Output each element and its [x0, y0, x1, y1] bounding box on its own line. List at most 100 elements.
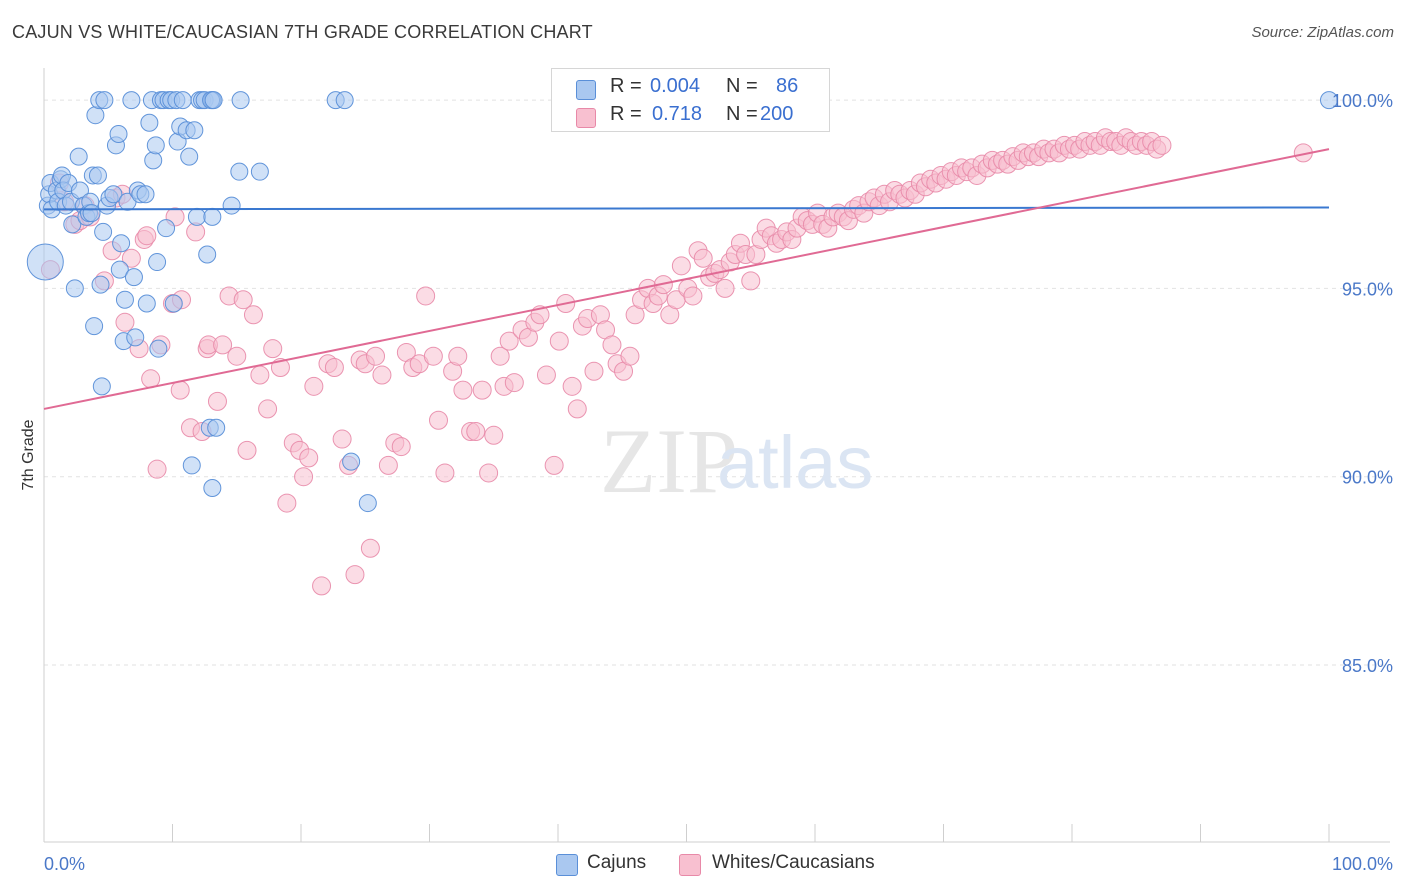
cajuns-point: [86, 106, 105, 125]
cajuns-point: [110, 260, 129, 279]
cajuns-point: [124, 268, 143, 287]
cajuns-point: [69, 147, 88, 166]
y-tick-label: 100.0%: [1332, 91, 1393, 111]
whites-point: [453, 380, 473, 400]
cajuns-point: [94, 222, 113, 241]
cajuns-point: [95, 91, 114, 110]
cajuns-point: [126, 328, 145, 347]
whites-point: [207, 391, 227, 411]
cajuns-point: [92, 377, 111, 396]
whites-point: [549, 331, 569, 351]
r-label: R =: [610, 103, 642, 125]
cajuns-point: [358, 494, 377, 513]
cajuns-point: [82, 204, 101, 223]
cajuns-point: [222, 196, 241, 215]
cajuns-point: [1320, 91, 1338, 110]
watermark-zip: ZIP: [600, 410, 738, 512]
series-cajuns-points: [26, 91, 1338, 513]
cajuns-legend-swatch: [556, 854, 578, 876]
r-label: R =: [610, 75, 642, 97]
whites-point: [620, 346, 640, 366]
cajuns-point: [149, 339, 168, 358]
cajuns-legend-label: Cajuns: [587, 852, 647, 873]
y-axis-label: 7th Grade: [20, 419, 37, 490]
y-axis-ticks: 85.0% 90.0% 95.0% 100.0%: [1332, 91, 1393, 676]
n-label: N =: [726, 75, 758, 97]
grid: [44, 99, 1390, 666]
whites-point: [277, 493, 297, 513]
cajuns-point: [207, 418, 226, 437]
cajuns-point: [250, 162, 269, 181]
whites-point: [324, 358, 344, 378]
stats-legend: R = 0.004 N = 86 R = 0.718 N = 200: [551, 68, 830, 132]
x-tick-min: 0.0%: [44, 854, 85, 874]
whites-point: [237, 440, 257, 460]
cajuns-point: [148, 253, 167, 272]
whites-r-value: 0.718: [652, 103, 703, 125]
cajuns-point: [230, 162, 249, 181]
whites-point: [484, 425, 504, 445]
whites-point: [499, 331, 519, 351]
whites-point: [423, 346, 443, 366]
y-tick-label: 90.0%: [1342, 468, 1393, 488]
whites-point: [567, 399, 587, 419]
cajuns-point: [203, 479, 222, 498]
cajuns-point: [136, 185, 155, 204]
cajuns-point: [122, 91, 141, 110]
cajuns-point: [182, 456, 201, 475]
cajuns-point: [85, 317, 104, 336]
whites-point: [304, 376, 324, 396]
cajuns-point: [173, 91, 192, 110]
whites-point: [479, 463, 499, 483]
whites-point: [294, 467, 314, 487]
cajuns-point: [203, 207, 222, 226]
whites-point: [602, 335, 622, 355]
cajuns-point: [180, 147, 199, 166]
whites-point: [584, 361, 604, 381]
cajuns-point: [157, 219, 176, 238]
whites-point: [147, 459, 167, 479]
cajuns-point: [112, 234, 131, 253]
watermark-atlas: atlas: [717, 421, 873, 504]
cajuns-swatch: [576, 80, 596, 100]
whites-legend-label: Whites/Caucasians: [712, 852, 875, 873]
whites-point: [299, 448, 319, 468]
source-label: Source: ZipAtlas.com: [1251, 24, 1394, 41]
whites-point: [263, 339, 283, 359]
whites-point: [715, 278, 735, 298]
whites-point: [137, 226, 157, 246]
cajuns-point: [335, 91, 354, 110]
whites-point: [227, 346, 247, 366]
cajuns-point: [146, 136, 165, 155]
whites-point: [115, 312, 135, 332]
whites-point: [345, 565, 365, 585]
whites-point: [683, 286, 703, 306]
cajuns-point: [91, 275, 110, 294]
whites-point: [428, 410, 448, 430]
trend-lines: [43, 148, 1330, 410]
cajuns-point: [342, 452, 361, 471]
cajuns-n-value: 86: [776, 75, 799, 97]
whites-point: [121, 248, 141, 268]
whites-point: [435, 463, 455, 483]
cajuns-r-value: 0.004: [650, 75, 701, 97]
cajuns-point: [115, 290, 134, 309]
whites-point: [504, 373, 524, 393]
cajuns-point: [144, 151, 163, 170]
cajuns-point: [104, 185, 123, 204]
whites-point: [372, 365, 392, 385]
whites-point: [562, 376, 582, 396]
whites-n-value: 200: [760, 103, 794, 125]
cajuns-point: [137, 294, 156, 313]
cajuns-point: [65, 279, 84, 298]
cajuns-point: [198, 245, 217, 264]
cajuns-trend-line: [43, 206, 1330, 211]
cajuns-point: [63, 215, 82, 234]
cajuns-point: [164, 294, 183, 313]
cajuns-point: [231, 91, 250, 110]
whites-point: [332, 429, 352, 449]
whites-point: [1152, 135, 1172, 155]
cajuns-point: [109, 125, 128, 144]
legend-row-whites: R = 0.718 N = 200: [552, 101, 829, 131]
